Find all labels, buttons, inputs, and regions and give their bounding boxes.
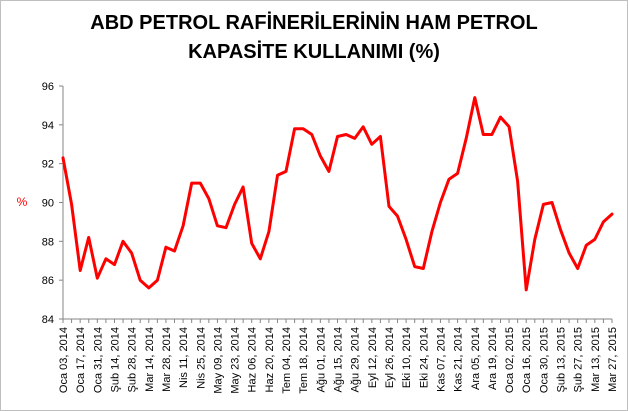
x-tick-label: Nis 25, 2014 <box>195 327 207 389</box>
series-line <box>61 96 614 292</box>
x-tick-label: Oca 17, 2014 <box>75 327 87 393</box>
x-tick-label: Mar 14, 2014 <box>144 327 156 392</box>
y-tick-label: 88 <box>42 236 54 248</box>
x-tick-label: Mar 13, 2015 <box>590 327 602 392</box>
x-tick-label: Eyl 26, 2014 <box>384 327 396 388</box>
x-tick-label: Ara 05, 2014 <box>470 327 482 390</box>
x-tick-label: Ağu 29, 2014 <box>350 327 362 392</box>
chart-title-line-1: ABD PETROL RAFİNERİLERİNİN HAM PETROL <box>90 12 538 34</box>
x-tick-label: Oca 16, 2015 <box>521 327 533 393</box>
y-tick-label: 84 <box>42 314 54 326</box>
x-tick-label: Şub 27, 2015 <box>573 327 585 392</box>
x-tick-label: May 09, 2014 <box>212 327 224 394</box>
x-tick-label: Mar 28, 2014 <box>161 327 173 392</box>
x-tick-label: Oca 03, 2014 <box>58 327 70 393</box>
y-axis-ticks: 84 86 88 90 92 94 96 <box>42 81 63 326</box>
chart-title: ABD PETROL RAFİNERİLERİNİN HAM PETROL KA… <box>0 9 628 67</box>
x-tick-label: Oca 30, 2015 <box>538 327 550 393</box>
x-tick-label: Oca 02, 2015 <box>504 327 516 393</box>
x-tick-label: Nis 11, 2014 <box>178 327 190 388</box>
x-tick-label: Haz 20, 2014 <box>264 327 276 392</box>
x-tick-label: Kas 07, 2014 <box>435 327 447 392</box>
chart-title-line-2: KAPASİTE KULLANIMI (%) <box>188 41 440 63</box>
x-axis-ticks: Oca 03, 2014 Oca 17, 2014 Oca 31, 2014 Şub … <box>58 319 619 394</box>
x-tick-label: Ağu 15, 2014 <box>333 327 345 392</box>
series-group <box>61 96 614 292</box>
x-tick-label: Eyl 12, 2014 <box>367 327 379 388</box>
x-tick-label: Tem 18, 2014 <box>298 327 310 394</box>
x-tick-label: Mar 27, 2015 <box>607 327 619 392</box>
x-tick-label: Şub 28, 2014 <box>127 327 139 392</box>
y-tick-label: 90 <box>42 198 54 210</box>
y-tick-label: 94 <box>42 120 54 132</box>
x-tick-label: Ara 19, 2014 <box>487 327 499 390</box>
y-tick-label: 96 <box>42 81 54 93</box>
y-axis-label: % <box>17 195 28 209</box>
x-tick-label: Haz 06, 2014 <box>247 327 259 392</box>
x-tick-label: Ağu 01, 2014 <box>315 327 327 392</box>
x-tick-label: Eki 24, 2014 <box>418 327 430 388</box>
x-tick-label: Şub 14, 2014 <box>109 327 121 392</box>
y-tick-label: 92 <box>42 159 54 171</box>
x-tick-label: Kas 21, 2014 <box>453 327 465 392</box>
x-tick-label: Oca 31, 2014 <box>92 327 104 393</box>
x-tick-label: May 23, 2014 <box>230 327 242 394</box>
x-tick-label: Şub 13, 2015 <box>556 327 568 392</box>
y-tick-label: 86 <box>42 275 54 287</box>
x-tick-label: Tem 04, 2014 <box>281 327 293 394</box>
x-tick-label: Eki 10, 2014 <box>401 327 413 388</box>
